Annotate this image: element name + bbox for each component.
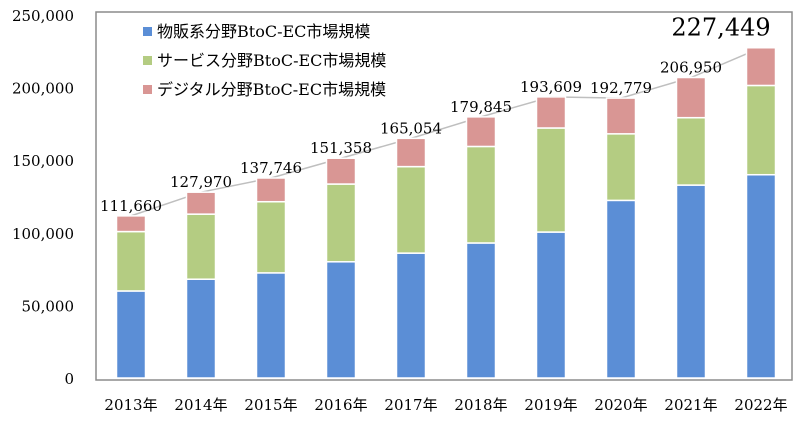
bar-segment-1 xyxy=(605,199,637,379)
y-tick-label: 0 xyxy=(64,370,74,388)
bar-segment-2 xyxy=(185,213,217,280)
x-tick-label: 2019年 xyxy=(524,396,577,414)
bar-segment-3 xyxy=(325,157,357,185)
bar-segment-3 xyxy=(255,177,287,203)
total-data-label: 193,609 xyxy=(520,78,582,96)
x-tick-label: 2016年 xyxy=(314,396,367,414)
x-tick-label: 2015年 xyxy=(244,396,297,414)
bar-segment-1 xyxy=(675,184,707,379)
bar-segment-1 xyxy=(115,290,147,379)
bar-segment-1 xyxy=(395,252,427,379)
legend-swatch xyxy=(143,27,152,36)
total-data-label: 206,950 xyxy=(660,59,722,77)
y-tick-label: 200,000 xyxy=(12,80,74,98)
total-data-label: 179,845 xyxy=(450,98,512,116)
total-data-label: 227,449 xyxy=(671,14,770,42)
x-tick-label: 2013年 xyxy=(104,396,157,414)
bar-segment-2 xyxy=(465,145,497,244)
x-tick-label: 2017年 xyxy=(384,396,437,414)
x-tick-label: 2022年 xyxy=(734,396,787,414)
bar-segment-3 xyxy=(605,97,637,135)
bar-segment-1 xyxy=(185,278,217,379)
total-data-label: 165,054 xyxy=(380,119,442,137)
total-line xyxy=(130,47,762,217)
bar-segment-3 xyxy=(745,46,777,87)
bar-segment-2 xyxy=(255,200,287,274)
bar-segment-2 xyxy=(395,165,427,254)
x-tick-label: 2021年 xyxy=(664,396,717,414)
bar-segment-2 xyxy=(745,84,777,176)
bar-segment-2 xyxy=(325,183,357,263)
bar-segment-2 xyxy=(605,133,637,202)
bar-segment-1 xyxy=(465,242,497,379)
y-tick-label: 150,000 xyxy=(12,152,74,170)
y-tick-label: 250,000 xyxy=(12,7,74,25)
bar-segment-3 xyxy=(395,137,427,168)
total-data-label: 192,779 xyxy=(590,79,652,97)
legend-swatch xyxy=(143,56,152,65)
bar-segment-1 xyxy=(745,173,777,379)
bar-segment-3 xyxy=(535,96,567,129)
legend-swatch xyxy=(143,85,152,94)
bar-segment-3 xyxy=(465,116,497,148)
total-data-label: 137,746 xyxy=(240,159,302,177)
legend-label: サービス分野BtoC-EC市場規模 xyxy=(157,51,386,70)
x-tick-label: 2018年 xyxy=(454,396,507,414)
bar-segment-1 xyxy=(535,231,567,379)
legend-label: デジタル分野BtoC-EC市場規模 xyxy=(157,80,386,99)
bar-segment-2 xyxy=(535,127,567,233)
bar-segment-1 xyxy=(325,261,357,379)
y-tick-label: 100,000 xyxy=(12,225,74,243)
x-tick-label: 2020年 xyxy=(594,396,647,414)
plot-frame xyxy=(95,11,793,381)
bar-segment-3 xyxy=(185,191,217,215)
x-tick-label: 2014年 xyxy=(174,396,227,414)
y-tick-label: 50,000 xyxy=(22,297,75,315)
legend-label: 物販系分野BtoC-EC市場規模 xyxy=(157,22,370,41)
bar-segment-3 xyxy=(675,76,707,119)
total-data-label: 111,660 xyxy=(100,197,162,215)
total-data-label: 151,358 xyxy=(310,139,372,157)
bar-segment-2 xyxy=(675,116,707,186)
bar-segment-2 xyxy=(115,230,147,292)
bar-segment-3 xyxy=(115,215,147,233)
total-data-label: 127,970 xyxy=(170,173,232,191)
bar-segment-1 xyxy=(255,272,287,379)
